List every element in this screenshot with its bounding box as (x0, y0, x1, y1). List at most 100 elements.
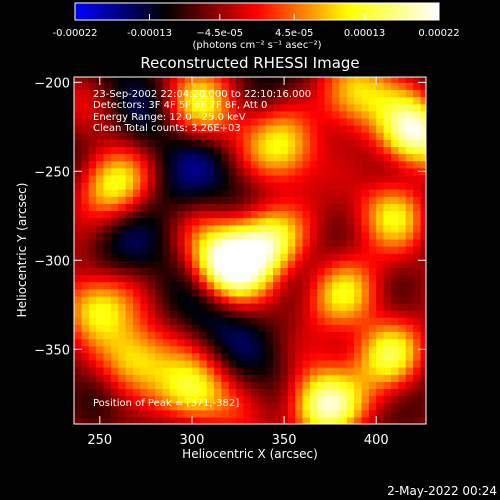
heatmap-cell (309, 224, 318, 233)
heatmap-cell (214, 303, 223, 311)
heatmap-cell (302, 388, 311, 397)
heatmap-cell (162, 217, 171, 226)
heatmap-cell (228, 246, 237, 254)
heatmap-cell (88, 146, 97, 155)
heatmap-cell (96, 402, 105, 411)
heatmap-cell (155, 359, 164, 368)
heatmap-cell (228, 174, 237, 183)
heatmap-cell (346, 367, 355, 375)
heatmap-cell (295, 352, 304, 361)
heatmap-cell (405, 324, 414, 332)
heatmap-cell (368, 416, 377, 424)
heatmap-cell (155, 274, 164, 283)
heatmap-cell (391, 125, 399, 133)
heatmap-cell (214, 125, 223, 133)
heatmap-cell (405, 96, 414, 105)
heatmap-cell (309, 125, 318, 133)
heatmap-cell (250, 174, 259, 183)
heatmap-cell (140, 132, 149, 140)
heatmap-cell (169, 210, 178, 219)
heatmap-cell (191, 246, 200, 254)
heatmap-cell (199, 295, 208, 304)
heatmap-cell (88, 402, 97, 411)
heatmap-cell (177, 139, 186, 147)
heatmap-cell (184, 402, 193, 411)
heatmap-cell (383, 381, 392, 389)
heatmap-cell (273, 117, 281, 126)
heatmap-cell (368, 303, 377, 311)
heatmap-cell (317, 160, 326, 169)
heatmap-cell (133, 402, 141, 411)
heatmap-cell (155, 189, 164, 197)
heatmap-cell (228, 196, 237, 204)
heatmap-cell (295, 125, 304, 133)
heatmap-cell (221, 125, 230, 133)
heatmap-cell (265, 189, 274, 197)
heatmap-cell (206, 381, 215, 389)
heatmap-cell (110, 96, 119, 105)
heatmap-cell (184, 160, 193, 169)
heatmap-cell (317, 82, 326, 90)
heatmap-cell (147, 238, 156, 247)
heatmap-cell (118, 310, 127, 318)
heatmap-cell (280, 132, 289, 140)
heatmap-cell (332, 260, 340, 268)
heatmap-cell (324, 324, 333, 332)
heatmap-cell (228, 110, 237, 119)
heatmap-cell (162, 338, 171, 347)
heatmap-cell (273, 246, 281, 254)
heatmap-cell (405, 303, 414, 311)
heatmap-cell (391, 331, 399, 340)
heatmap-cell (214, 210, 223, 219)
heatmap-cell (383, 416, 392, 424)
heatmap-cell (309, 174, 318, 183)
heatmap-cell (214, 110, 223, 119)
heatmap-cell (74, 359, 82, 368)
heatmap-cell (295, 288, 304, 297)
heatmap-cell (287, 110, 296, 119)
heatmap-cell (177, 132, 186, 140)
heatmap-cell (287, 310, 296, 318)
heatmap-cell (273, 267, 281, 276)
heatmap-cell (184, 96, 193, 105)
heatmap-cell (191, 182, 200, 190)
heatmap-cell (133, 374, 141, 382)
heatmap-cell (332, 82, 340, 90)
heatmap-cell (199, 253, 208, 261)
heatmap-cell (147, 210, 156, 219)
heatmap-cell (133, 139, 141, 147)
heatmap-cell (413, 189, 422, 197)
heatmap-cell (391, 388, 399, 397)
heatmap-cell (405, 381, 414, 389)
heatmap-cell (339, 367, 348, 375)
heatmap-cell (376, 246, 385, 254)
heatmap-cell (391, 295, 399, 304)
heatmap-cell (309, 182, 318, 190)
heatmap-cell (361, 288, 370, 297)
heatmap-cell (96, 281, 105, 290)
heatmap-cell (324, 416, 333, 424)
heatmap-cell (287, 189, 296, 197)
heatmap-cell (103, 345, 112, 354)
heatmap-cell (324, 402, 333, 411)
heatmap-cell (258, 210, 267, 219)
heatmap-cell (346, 246, 355, 254)
heatmap-cell (140, 409, 149, 418)
heatmap-cell (339, 160, 348, 169)
heatmap-cell (265, 132, 274, 140)
heatmap-cell (346, 89, 355, 98)
heatmap-cell (96, 253, 105, 261)
heatmap-cell (354, 174, 363, 183)
heatmap-cell (361, 146, 370, 155)
heatmap-cell (405, 288, 414, 297)
heatmap-cell (405, 267, 414, 276)
heatmap-cell (206, 103, 215, 112)
heatmap-cell (354, 189, 363, 197)
heatmap-cell (280, 331, 289, 340)
heatmap-cell (199, 167, 208, 176)
heatmap-cell (258, 260, 267, 268)
heatmap-cell (81, 317, 90, 325)
heatmap-cell (258, 338, 267, 347)
heatmap-cell (118, 345, 127, 354)
heatmap-cell (273, 231, 281, 240)
